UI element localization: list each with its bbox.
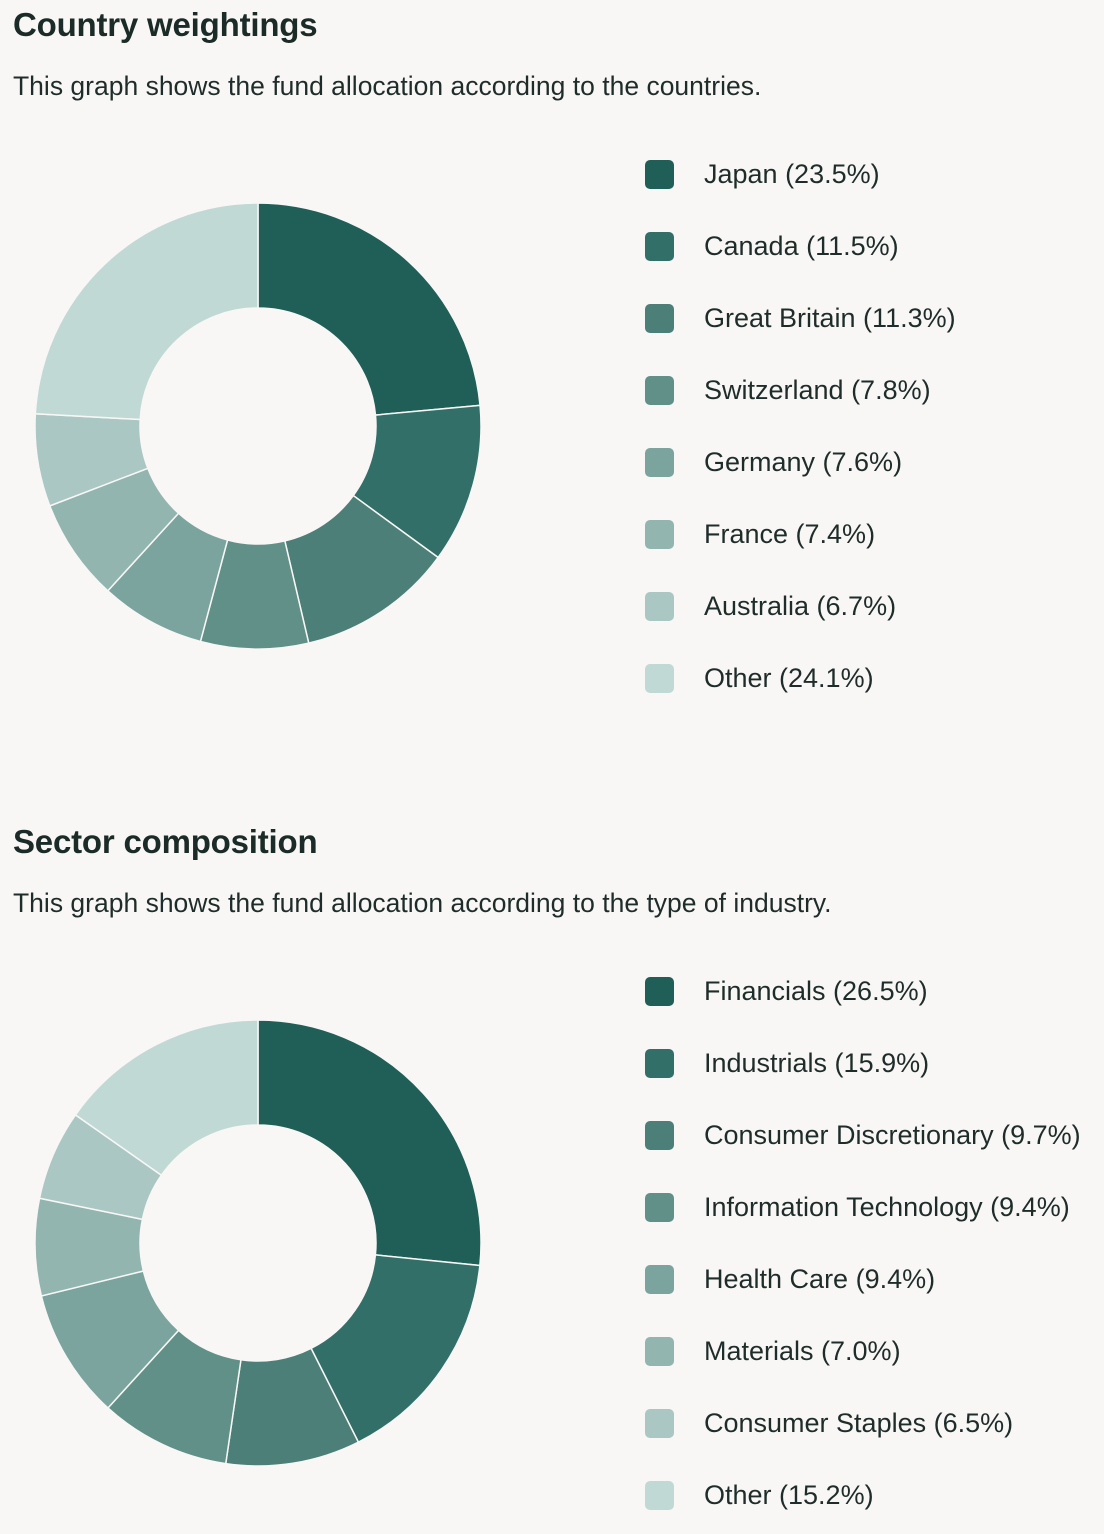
legend-swatch bbox=[645, 1336, 674, 1366]
legend-item-great-britain: Great Britain (11.3%) bbox=[645, 282, 956, 354]
donut-slice-financials bbox=[257, 1019, 482, 1267]
legend-item-other: Other (24.1%) bbox=[645, 642, 956, 714]
legend-label: Switzerland (7.8%) bbox=[704, 374, 931, 405]
legend-label: Germany (7.6%) bbox=[704, 446, 903, 477]
legend-item-industrials: Industrials (15.9%) bbox=[645, 1027, 1081, 1099]
legend-item-japan: Japan (23.5%) bbox=[645, 138, 956, 210]
legend-item-consumer-staples: Consumer Staples (6.5%) bbox=[645, 1387, 1081, 1459]
sector-donut-chart bbox=[34, 1019, 482, 1467]
donut-slice-japan bbox=[257, 202, 481, 416]
legend-item-switzerland: Switzerland (7.8%) bbox=[645, 354, 956, 426]
legend-swatch bbox=[645, 1192, 674, 1222]
legend-label: France (7.4%) bbox=[704, 518, 876, 549]
donut-slice-other bbox=[34, 202, 259, 421]
legend-label: Information Technology (9.4%) bbox=[704, 1191, 1070, 1222]
legend-swatch bbox=[645, 231, 674, 261]
legend-swatch bbox=[645, 447, 674, 477]
country-donut-chart bbox=[34, 202, 482, 650]
legend-label: Materials (7.0%) bbox=[704, 1335, 901, 1366]
legend-item-other: Other (15.2%) bbox=[645, 1459, 1081, 1531]
donut-slice-other bbox=[74, 1019, 259, 1177]
legend-item-germany: Germany (7.6%) bbox=[645, 426, 956, 498]
legend-swatch bbox=[645, 1264, 674, 1294]
legend-swatch bbox=[645, 976, 674, 1006]
legend-item-australia: Australia (6.7%) bbox=[645, 570, 956, 642]
section-description: This graph shows the fund allocation acc… bbox=[13, 888, 832, 918]
country-legend: Japan (23.5%) Canada (11.5%) Great Britain… bbox=[645, 138, 956, 714]
sector-legend: Financials (26.5%) Industrials (15.9%) Con… bbox=[645, 955, 1081, 1531]
legend-label: Australia (6.7%) bbox=[704, 590, 897, 621]
legend-item-france: France (7.4%) bbox=[645, 498, 956, 570]
section-description: This graph shows the fund allocation acc… bbox=[13, 71, 762, 101]
legend-item-information-technology: Information Technology (9.4%) bbox=[645, 1171, 1081, 1243]
legend-swatch bbox=[645, 1120, 674, 1150]
legend-swatch bbox=[645, 1480, 674, 1510]
legend-label: Consumer Discretionary (9.7%) bbox=[704, 1119, 1081, 1150]
legend-swatch bbox=[645, 591, 674, 621]
legend-label: Other (15.2%) bbox=[704, 1479, 874, 1510]
legend-swatch bbox=[645, 663, 674, 693]
legend-item-financials: Financials (26.5%) bbox=[645, 955, 1081, 1027]
legend-label: Industrials (15.9%) bbox=[704, 1047, 930, 1078]
legend-item-canada: Canada (11.5%) bbox=[645, 210, 956, 282]
legend-swatch bbox=[645, 375, 674, 405]
legend-item-materials: Materials (7.0%) bbox=[645, 1315, 1081, 1387]
legend-swatch bbox=[645, 1408, 674, 1438]
legend-swatch bbox=[645, 159, 674, 189]
legend-label: Financials (26.5%) bbox=[704, 975, 928, 1006]
legend-label: Great Britain (11.3%) bbox=[704, 302, 956, 333]
legend-item-consumer-discretionary: Consumer Discretionary (9.7%) bbox=[645, 1099, 1081, 1171]
legend-label: Japan (23.5%) bbox=[704, 158, 880, 189]
legend-item-health-care: Health Care (9.4%) bbox=[645, 1243, 1081, 1315]
legend-label: Consumer Staples (6.5%) bbox=[704, 1407, 1014, 1438]
legend-swatch bbox=[645, 303, 674, 333]
section-title: Country weightings bbox=[13, 6, 318, 43]
legend-label: Canada (11.5%) bbox=[704, 230, 899, 261]
legend-label: Health Care (9.4%) bbox=[704, 1263, 936, 1294]
section-title: Sector composition bbox=[13, 823, 318, 860]
legend-swatch bbox=[645, 1048, 674, 1078]
legend-label: Other (24.1%) bbox=[704, 662, 874, 693]
legend-swatch bbox=[645, 519, 674, 549]
